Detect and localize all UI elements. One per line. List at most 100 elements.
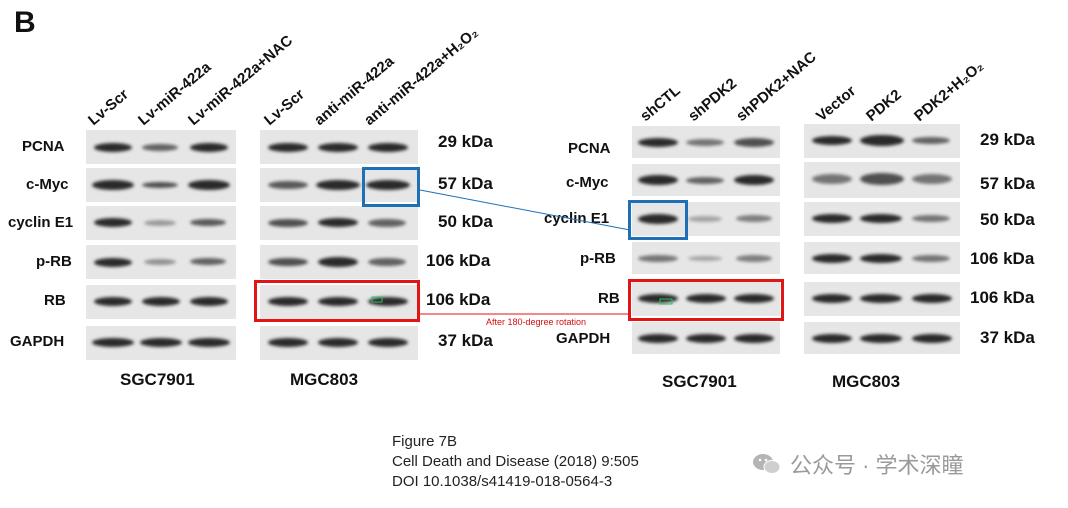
caption-line: DOI 10.1038/s41419-018-0564-3 [392, 473, 613, 490]
blot-band [268, 219, 308, 227]
blot-band [812, 334, 852, 343]
blot-band [912, 215, 950, 222]
blot-strip [86, 168, 236, 202]
green-marker [371, 296, 383, 303]
blot-band [860, 173, 904, 185]
blot-strip [804, 322, 960, 354]
blot-band [268, 258, 308, 266]
blot-band [812, 254, 852, 263]
blot-band [912, 334, 952, 343]
cell-line-label: SGC7901 [662, 372, 737, 391]
kda-label: 57 kDa [438, 174, 493, 193]
blot-band [686, 177, 724, 184]
kda-label: 37 kDa [980, 328, 1035, 347]
blot-band [188, 338, 230, 347]
blot-band [688, 216, 722, 222]
blot-band [94, 297, 132, 306]
blot-band [686, 334, 726, 343]
blot-band [92, 338, 134, 347]
row-label-rb: RB [44, 292, 66, 309]
highlight-box-blue [362, 167, 420, 207]
highlight-box-blue [628, 200, 688, 240]
kda-label: 106 kDa [426, 290, 491, 309]
row-label-pcna: PCNA [568, 140, 611, 157]
blot-band [368, 297, 408, 306]
blot-strip [632, 242, 780, 274]
blot-strip [86, 130, 236, 164]
blot-strip [804, 282, 960, 316]
blot-strip [804, 162, 960, 198]
blot-band [912, 294, 952, 303]
highlight-box-red [628, 279, 784, 321]
blot-band [736, 215, 772, 222]
blot-strip [632, 282, 780, 316]
watermark-text: 公众号 · 学术深瞳 [790, 453, 964, 478]
blot-band [190, 258, 226, 265]
kda-label: 37 kDa [438, 331, 493, 350]
blot-band [94, 143, 132, 152]
blot-band [860, 135, 904, 146]
kda-label: 50 kDa [980, 210, 1035, 229]
blot-band [318, 143, 358, 152]
blot-strip [804, 202, 960, 236]
kda-label: 57 kDa [980, 174, 1035, 193]
blot-band [190, 297, 228, 306]
blot-band [638, 138, 678, 147]
rotation-annotation: After 180-degree rotation [486, 317, 587, 327]
row-label-gapdh: GAPDH [556, 330, 611, 347]
kda-label: 29 kDa [980, 130, 1035, 149]
blot-band [368, 258, 406, 266]
blot-band [144, 220, 176, 226]
blot-band [734, 334, 774, 343]
blot-band [368, 338, 408, 347]
blot-band [638, 214, 678, 224]
blot-band [268, 338, 308, 347]
blot-band [190, 143, 228, 152]
blot-band [860, 334, 902, 343]
blot-strip [260, 168, 418, 202]
blot-band [638, 294, 678, 303]
blot-band [268, 143, 308, 152]
row-label-rb: RB [598, 290, 620, 307]
blot-band [368, 143, 408, 152]
kda-label: 106 kDa [426, 251, 491, 270]
blot-strip [632, 126, 780, 158]
blot-band [142, 297, 180, 306]
blot-band [638, 175, 678, 185]
row-label-p-rb: p-RB [580, 250, 616, 267]
blot-band [366, 180, 410, 190]
blot-strip [86, 206, 236, 240]
kda-label: 106 kDa [970, 249, 1035, 268]
blot-band [860, 214, 902, 223]
figure-caption: Figure 7B Cell Death and Disease (2018) … [392, 432, 639, 492]
blot-band [734, 175, 774, 185]
row-label-cmyc: c-Myc [26, 176, 69, 193]
blot-band [912, 137, 950, 144]
blot-strip [804, 124, 960, 158]
green-marker [659, 298, 673, 305]
blot-strip [86, 326, 236, 360]
blot-band [734, 294, 774, 303]
blot-strip [260, 326, 418, 360]
highlight-box-red [254, 280, 420, 322]
caption-line: Figure 7B [392, 433, 458, 450]
blot-strip [804, 242, 960, 274]
cell-line-label: MGC803 [832, 372, 901, 391]
blot-band [688, 256, 722, 261]
blot-band [140, 338, 182, 347]
blot-strip [86, 245, 236, 279]
blot-band [812, 136, 852, 145]
blot-band [94, 258, 132, 267]
blot-strip [260, 245, 418, 279]
blot-band [686, 294, 726, 303]
blot-strip [260, 206, 418, 240]
blot-band [686, 139, 724, 146]
blot-band [318, 257, 358, 267]
blot-strip [260, 130, 418, 164]
blot-band [318, 297, 358, 306]
blot-band [318, 218, 358, 227]
blot-strip [86, 285, 236, 319]
blot-band [142, 144, 178, 151]
blot-band [188, 180, 230, 190]
